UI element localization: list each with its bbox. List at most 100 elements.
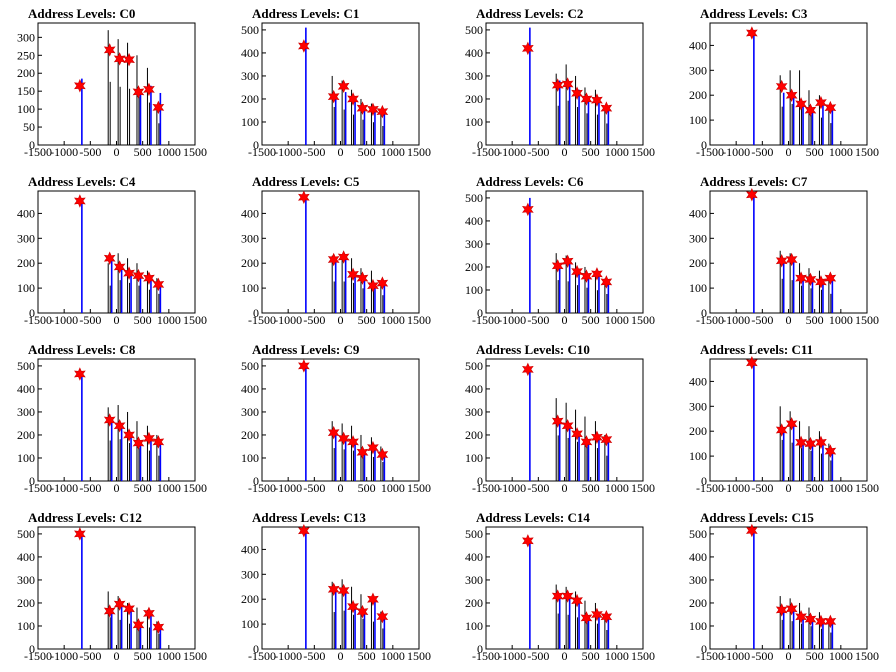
x-tick-label: 1500 <box>631 145 655 159</box>
peak-star-marker <box>113 597 126 611</box>
plot-frame <box>37 190 196 314</box>
y-tick-label: 200 <box>241 592 259 606</box>
peak-star-marker <box>152 277 165 292</box>
peak-star-marker <box>580 611 593 625</box>
chart-plot: 0 100 200 300 400 500 -1500-1000 -500 0 500 1000 15… <box>465 526 655 663</box>
peak-star-marker <box>591 267 603 281</box>
y-tick-label: 100 <box>465 451 483 465</box>
x-tick-label: -500 <box>751 313 773 327</box>
y-tick-label: 0 <box>253 642 259 656</box>
peak-star-marker <box>795 271 807 285</box>
peak-star-marker <box>775 423 788 437</box>
peak-star-marker <box>551 589 564 603</box>
peak-star-marker <box>571 264 583 279</box>
x-tick-label: -500 <box>303 481 325 495</box>
peak-star-marker <box>327 582 340 596</box>
chart-title: Address Levels: C10 <box>476 342 590 357</box>
peak-star-marker <box>561 77 574 91</box>
x-tick-label: -1500 <box>472 313 500 327</box>
y-tick-label: 300 <box>465 573 483 587</box>
y-tick-label: 300 <box>17 405 35 419</box>
y-tick-label: 200 <box>689 88 707 102</box>
y-tick-label: 100 <box>241 617 259 631</box>
x-tick-label: -500 <box>79 313 101 327</box>
peak-star-marker <box>785 252 798 267</box>
y-tick-label: 500 <box>465 191 483 205</box>
x-tick-label: 1500 <box>855 649 879 663</box>
peak-star-marker <box>785 88 798 102</box>
y-tick-label: 300 <box>689 399 707 413</box>
chart-panel: Address Levels: C11 0 100 200 300 400 -1500 -10… <box>672 336 896 504</box>
x-tick-label: 1000 <box>605 481 629 495</box>
x-tick-label: -500 <box>303 313 325 327</box>
x-tick-label: 500 <box>134 481 152 495</box>
peak-star-marker <box>337 583 350 598</box>
y-tick-label: 500 <box>17 527 35 541</box>
peak-star-marker <box>580 269 593 283</box>
plot-frame <box>37 358 196 482</box>
y-tick-label: 100 <box>689 281 707 295</box>
peak-star-marker <box>571 593 583 608</box>
peak-star-marker <box>143 82 155 97</box>
peak-star-marker <box>824 271 837 285</box>
peak-star-marker <box>551 78 564 92</box>
x-tick-label: -1000 <box>498 649 526 663</box>
chart-plot: 0 100 200 300 400 500 -1500-1000 -500 0 500 1000 15… <box>17 526 207 663</box>
peak-star-marker <box>298 190 310 204</box>
y-tick-label: 100 <box>241 115 259 129</box>
x-tick-label: -1500 <box>472 649 500 663</box>
y-tick-label: 500 <box>465 527 483 541</box>
y-tick-label: 300 <box>17 231 35 245</box>
x-tick-label: 1500 <box>407 481 431 495</box>
x-tick-label: -1500 <box>696 649 724 663</box>
chart-title: Address Levels: C4 <box>28 174 136 189</box>
peak-star-marker <box>347 92 359 106</box>
peak-star-marker <box>143 606 155 621</box>
x-tick-label: -1000 <box>722 145 750 159</box>
peak-star-marker <box>591 607 603 622</box>
chart-title: Address Levels: C5 <box>252 174 360 189</box>
y-tick-label: 200 <box>17 66 35 80</box>
y-tick-label: 100 <box>17 451 35 465</box>
y-tick-label: 200 <box>241 428 259 442</box>
peak-star-marker <box>347 599 359 614</box>
peak-star-marker <box>103 251 116 265</box>
peak-star-marker <box>132 618 145 632</box>
chart-title: Address Levels: C6 <box>476 174 584 189</box>
chart-plot: 0 100 200 300 400 -1500-1000 -500 0 500 1000 1500 <box>689 355 879 495</box>
peak-star-marker <box>775 253 788 268</box>
x-tick-label: -500 <box>527 649 549 663</box>
chart-plot: 0 100 200 300 400 500 -1500-1000 -500 0 500 1000 15… <box>241 22 431 159</box>
x-tick-label: 500 <box>582 313 600 327</box>
y-tick-label: 200 <box>465 596 483 610</box>
chart-title: Address Levels: C0 <box>28 6 136 21</box>
x-tick-label: -500 <box>303 649 325 663</box>
x-tick-label: 1500 <box>183 649 207 663</box>
x-tick-label: 1500 <box>183 145 207 159</box>
peak-star-marker <box>775 603 788 617</box>
x-tick-label: 1500 <box>855 313 879 327</box>
x-tick-label: 1500 <box>407 649 431 663</box>
peak-star-marker <box>561 589 574 603</box>
y-tick-label: 0 <box>477 138 483 152</box>
plot-frame <box>37 22 196 146</box>
y-tick-label: 400 <box>241 542 259 556</box>
peak-star-marker <box>74 527 86 541</box>
x-tick-label: 1500 <box>631 313 655 327</box>
y-tick-label: 100 <box>689 449 707 463</box>
x-tick-label: -1500 <box>472 145 500 159</box>
x-tick-label: -500 <box>527 145 549 159</box>
chart-panel: Address Levels: C4 0 100 200 300 400 -1500 -100… <box>0 168 224 336</box>
chart-title: Address Levels: C8 <box>28 342 136 357</box>
x-tick-label: -500 <box>751 145 773 159</box>
chart-panel: Address Levels: C1 0 100 200 300 400 500 -1500-… <box>224 0 448 168</box>
x-tick-label: -1000 <box>498 481 526 495</box>
peak-star-marker <box>804 272 817 287</box>
x-tick-label: 500 <box>806 313 824 327</box>
x-tick-label: -1000 <box>50 145 78 159</box>
peak-star-marker <box>327 89 340 104</box>
peak-star-marker <box>152 620 165 634</box>
y-tick-label: 400 <box>17 206 35 220</box>
peak-star-marker <box>113 260 126 274</box>
chart-plot: 0 100 200 300 400 -1500-1000 -500 0 500 1000 1500 <box>17 190 207 327</box>
